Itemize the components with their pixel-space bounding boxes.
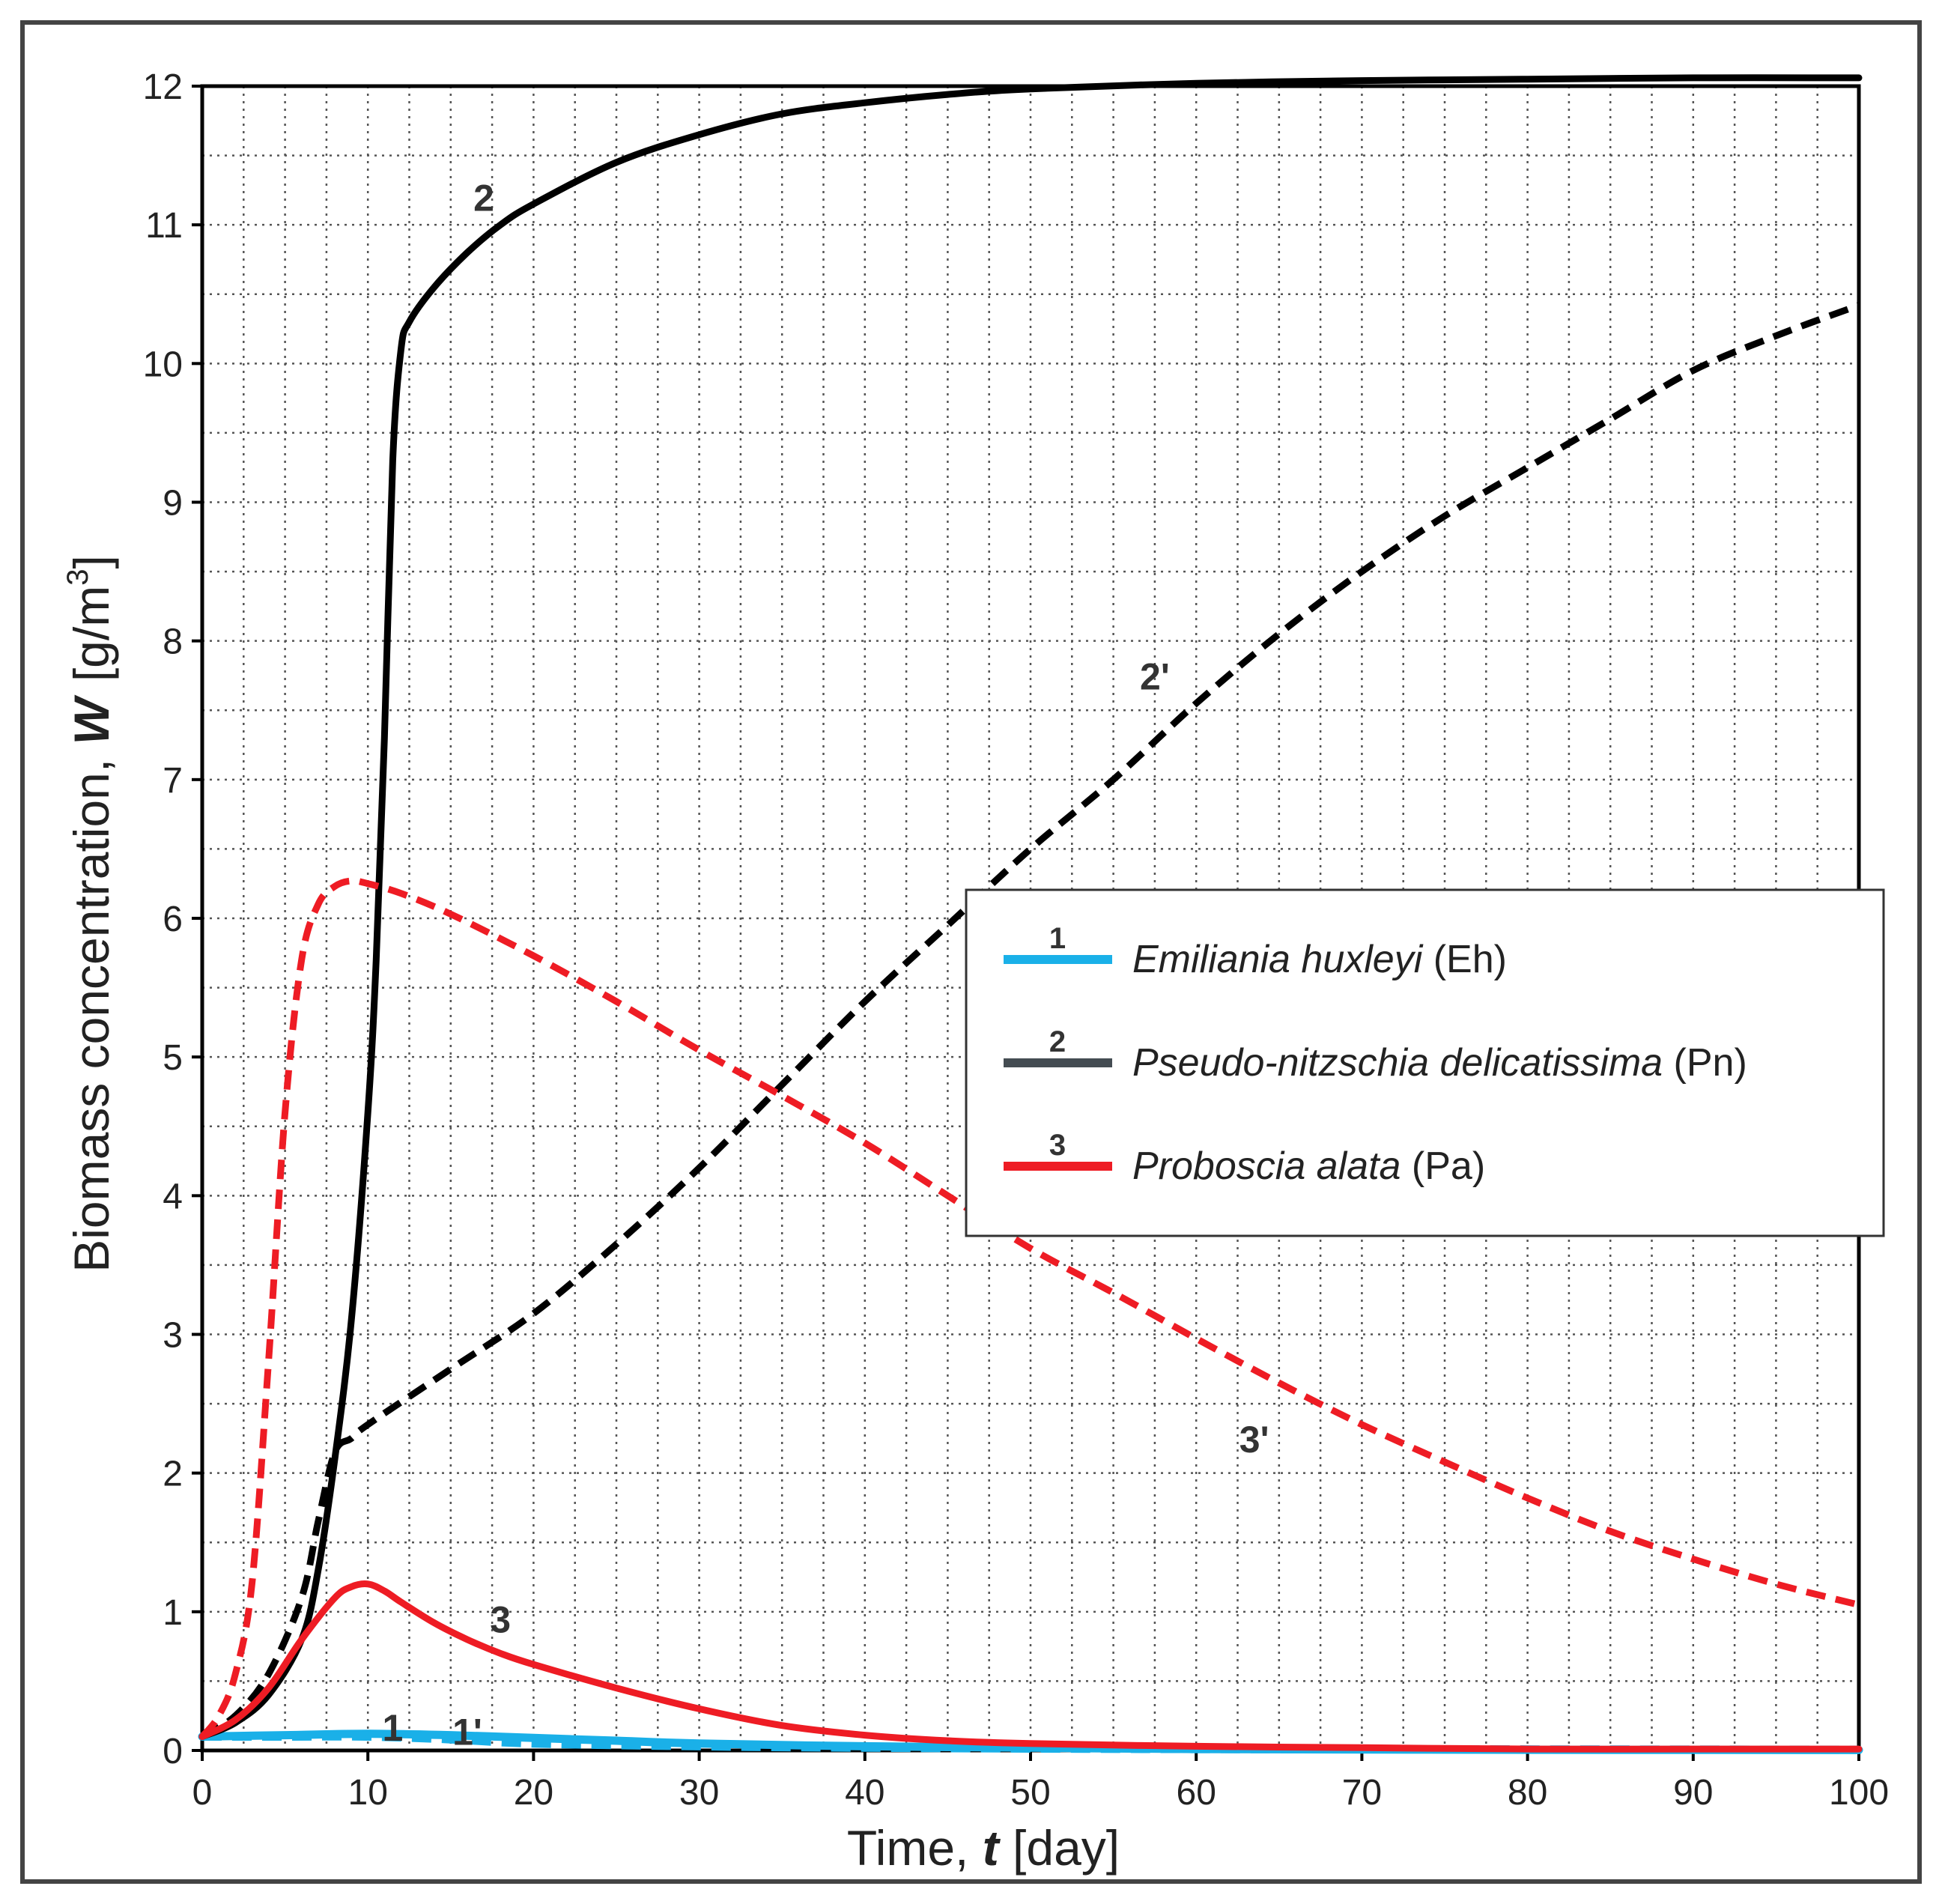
annotation-3-prime: 3' xyxy=(1239,1419,1269,1461)
x-tick-label: 70 xyxy=(1342,1773,1382,1813)
y-tick-label: 1 xyxy=(163,1593,183,1633)
legend-label-1: Emiliania huxleyi (Eh) xyxy=(1132,938,1507,981)
y-axis-label-unit: [g/m xyxy=(64,586,119,682)
x-axis-label: Time, t [day] xyxy=(847,1820,1120,1876)
legend-species-1: Emiliania huxleyi xyxy=(1132,938,1424,981)
y-axis-label-prefix: Biomass concentration, xyxy=(64,745,119,1272)
x-axis-label-prefix: Time, xyxy=(847,1820,983,1876)
y-tick-label: 6 xyxy=(163,900,183,939)
legend-num-2: 2 xyxy=(1049,1025,1066,1058)
x-tick-label: 0 xyxy=(192,1773,213,1813)
y-tick-label: 9 xyxy=(163,484,183,524)
legend: 1 Emiliania huxleyi (Eh) 2 Pseudo-nitzsc… xyxy=(965,888,1885,1237)
legend-label-3: Proboscia alata (Pa) xyxy=(1132,1144,1485,1188)
x-tick-label: 100 xyxy=(1829,1773,1889,1813)
y-tick-label: 7 xyxy=(163,761,183,801)
legend-abbr-1: (Eh) xyxy=(1422,938,1507,981)
y-tick-label: 0 xyxy=(163,1732,183,1771)
y-axis-label-close: ] xyxy=(64,555,119,569)
legend-label-2: Pseudo-nitzschia delicatissima (Pn) xyxy=(1132,1041,1747,1085)
series-line-3-prime xyxy=(199,877,1860,1739)
x-tick-label: 10 xyxy=(348,1773,388,1813)
annotation-2-prime: 2' xyxy=(1140,655,1170,697)
legend-box xyxy=(965,888,1885,1237)
series-line-2 xyxy=(198,74,1863,1740)
y-axis-label: Biomass concentration, W [g/m3] xyxy=(61,555,119,1273)
series-line-2-prime xyxy=(200,302,1860,1740)
series-line-3 xyxy=(198,1580,1863,1753)
legend-abbr-2: (Pn) xyxy=(1663,1041,1747,1085)
legend-item-1: 1 Emiliania huxleyi (Eh) xyxy=(1004,922,1507,981)
x-tick-label: 60 xyxy=(1177,1773,1216,1813)
x-tick-label: 90 xyxy=(1673,1773,1713,1813)
legend-item-2: 2 Pseudo-nitzschia delicatissima (Pn) xyxy=(1004,1025,1747,1085)
series-lines xyxy=(198,74,1863,1754)
x-tick-label: 80 xyxy=(1508,1773,1547,1813)
y-tick-label: 11 xyxy=(145,206,183,246)
legend-item-3: 3 Proboscia alata (Pa) xyxy=(1004,1129,1485,1188)
annotation-1: 1 xyxy=(382,1707,403,1749)
legend-num-3: 3 xyxy=(1049,1129,1066,1162)
legend-abbr-3: (Pa) xyxy=(1401,1144,1485,1188)
y-tick-label: 8 xyxy=(163,622,183,662)
y-tick-label: 3 xyxy=(163,1316,183,1356)
y-axis-label-var: W xyxy=(64,694,119,745)
annotation-1-prime: 1' xyxy=(452,1712,482,1753)
x-tick-label: 30 xyxy=(679,1773,719,1813)
annotation-2: 2 xyxy=(473,178,494,219)
x-axis-label-var: t xyxy=(983,1820,1001,1876)
y-tick-label: 5 xyxy=(163,1038,183,1078)
legend-species-2: Pseudo-nitzschia delicatissima xyxy=(1132,1041,1663,1085)
curve-annotations: 2 2' 3' 3 1 1' xyxy=(382,178,1269,1753)
y-tick-label: 4 xyxy=(163,1177,183,1216)
annotation-3: 3 xyxy=(490,1599,511,1641)
x-tick-label: 40 xyxy=(845,1773,884,1813)
x-tick-label: 50 xyxy=(1010,1773,1050,1813)
x-axis-label-suffix: [day] xyxy=(999,1820,1120,1876)
x-tick-label: 20 xyxy=(514,1773,553,1813)
y-axis-label-exp: 3 xyxy=(61,569,94,586)
legend-num-1: 1 xyxy=(1049,922,1066,955)
y-tick-label: 2 xyxy=(163,1455,183,1494)
y-tick-label: 10 xyxy=(143,345,183,384)
y-tick-label: 12 xyxy=(143,67,183,107)
legend-species-3: Proboscia alata xyxy=(1132,1144,1401,1188)
